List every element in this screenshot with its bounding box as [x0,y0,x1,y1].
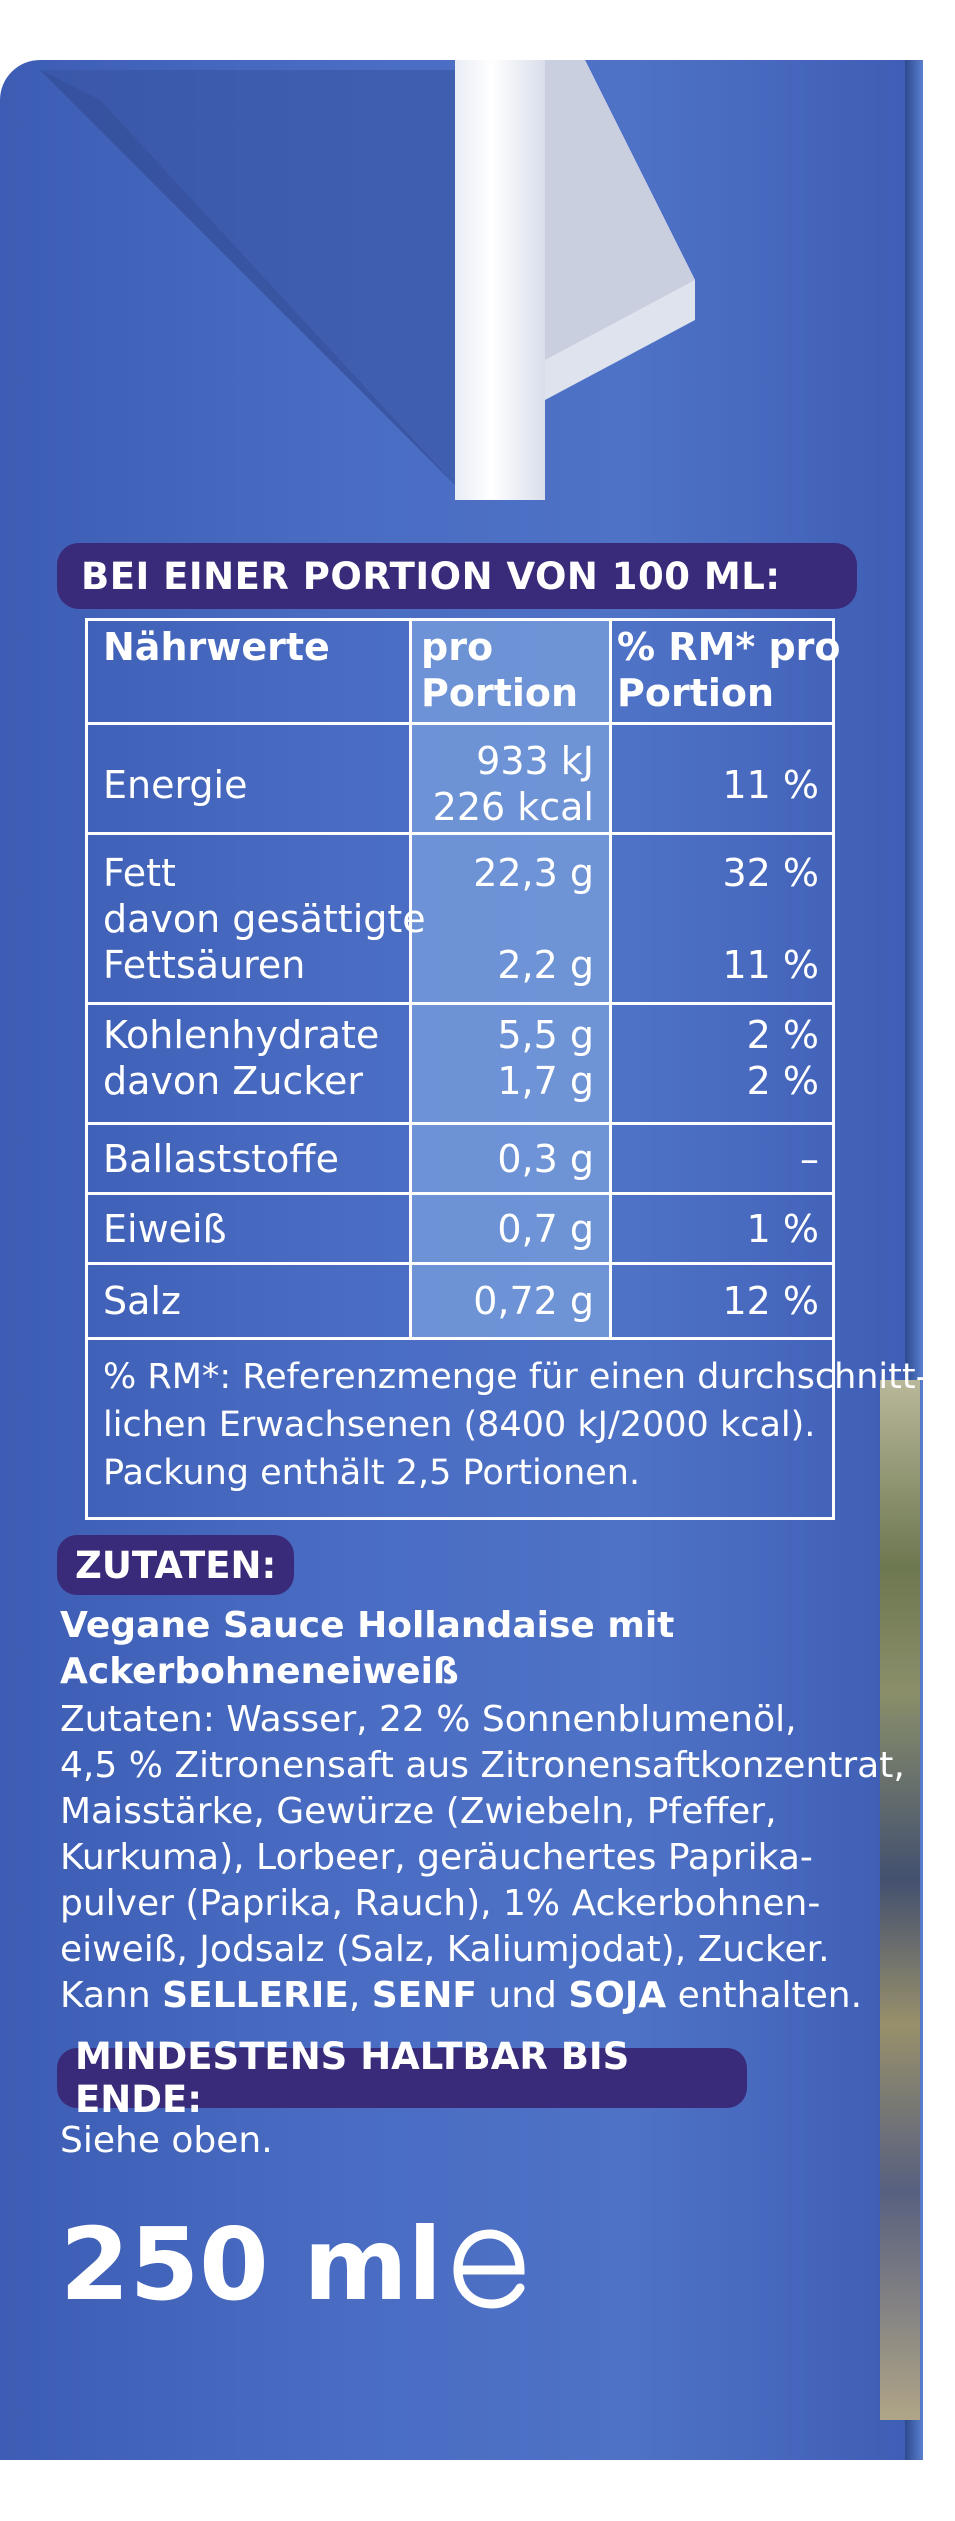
product-photo-edge [880,1380,920,2420]
nutrient-subrm: 11 % [722,943,819,987]
nutrient-subrm: 2 % [746,1059,819,1103]
footnote-line: Packung enthält 2,5 Portionen. [103,1453,641,1493]
carton-tab-fold [545,60,695,400]
nutrition-header: BEI EINER PORTION VON 100 ML: [57,543,857,609]
nutrient-sublabel: davon Zucker [103,1059,363,1103]
nutrient-value: 22,3 g [473,851,594,895]
estimated-sign-icon [453,2229,525,2309]
column-header-portion: pro [421,625,494,669]
column-header-rm: Portion [617,671,775,715]
allergen: SENF [371,1975,477,2016]
nutrient-subvalue: 2,2 g [497,943,594,987]
allergen-line: Kann SELLERIE, SENF und SOJA enthalten. [60,1973,862,2019]
net-quantity: 250 ml [60,2206,443,2323]
nutrient-value: 0,72 g [473,1279,594,1323]
nutrient-sublabel: Fettsäuren [103,943,306,987]
nutrient-value: 0,7 g [497,1207,594,1251]
ingredients-header-text: ZUTATEN: [75,1543,277,1587]
allergen-text: Kann [60,1975,163,2016]
ingredient-line: Maisstärke, Gewürze (Zwiebeln, Pfeffer, [60,1791,777,1832]
best-before-header: MINDESTENS HALTBAR BIS ENDE: [57,2035,747,2121]
table-rule [85,1337,835,1340]
carton-flap [40,70,460,490]
best-before-header-text: MINDESTENS HALTBAR BIS ENDE: [75,2035,630,2121]
nutrient-rm: 1 % [746,1207,819,1251]
table-rule [85,1122,835,1125]
table-rule [85,1262,835,1265]
ingredient-line: Kurkuma), Lorbeer, geräuchertes Paprika- [60,1837,813,1878]
carton-pour-tab [455,60,545,500]
column-header-rm: % RM* pro [617,625,841,669]
nutrient-rm: 12 % [722,1279,819,1323]
table-divider [609,618,612,1338]
nutrient-value: 0,3 g [497,1137,594,1181]
allergen-text: enthalten. [666,1975,863,2016]
nutrient-label: Kohlenhydrate [103,1013,380,1057]
nutrient-label: Energie [103,763,248,807]
nutrient-rm: 32 % [722,851,819,895]
allergen-text: , [348,1975,372,2016]
nutrient-label: Ballaststoffe [103,1137,339,1181]
nutrient-rm: 2 % [746,1013,819,1057]
table-rule [85,832,835,835]
nutrient-value: 5,5 g [497,1013,594,1057]
portion-column-highlight [409,618,609,1338]
allergen-text: und [476,1975,569,2016]
nutrient-rm: – [800,1137,819,1181]
nutrition-table [85,618,835,1520]
column-header-portion: Portion [421,671,579,715]
nutrient-label: Salz [103,1279,181,1323]
allergen: SOJA [568,1975,667,2016]
ingredients-header: ZUTATEN: [57,1535,295,1595]
product-name: Ackerbohneneiweiß [60,1651,459,1692]
ingredient-line: 4,5 % Zitronensaft aus Zitronensaftkonze… [60,1745,905,1786]
ingredient-line: pulver (Paprika, Rauch), 1% Ackerbohnen- [60,1883,821,1924]
footnote-line: % RM*: Referenzmenge für einen durchschn… [103,1357,929,1397]
product-name: Vegane Sauce Hollandaise mit [60,1605,675,1646]
table-rule [85,1002,835,1005]
footnote-line: lichen Erwachsenen (8400 kJ/2000 kcal). [103,1405,816,1445]
ingredient-line: Zutaten: Wasser, 22 % Sonnenblumenöl, [60,1699,797,1740]
column-header-nutrient: Nährwerte [103,625,330,669]
nutrient-label: Fett [103,851,176,895]
table-divider [409,618,412,1338]
nutrient-subvalue: 1,7 g [497,1059,594,1103]
best-before-text: Siehe oben. [60,2120,273,2161]
nutrition-header-text: BEI EINER PORTION VON 100 ML: [81,554,781,598]
nutrient-sublabel: davon gesättigte [103,897,426,941]
table-rule [85,1192,835,1195]
ingredient-line: eiweiß, Jodsalz (Salz, Kaliumjodat), Zuc… [60,1929,830,1970]
nutrient-value: 933 kJ [476,739,594,783]
nutrient-rm: 11 % [722,763,819,807]
table-rule [85,722,835,725]
nutrient-value: 226 kcal [432,785,594,829]
nutrient-label: Eiweiß [103,1207,227,1251]
allergen: SELLERIE [162,1975,349,2016]
